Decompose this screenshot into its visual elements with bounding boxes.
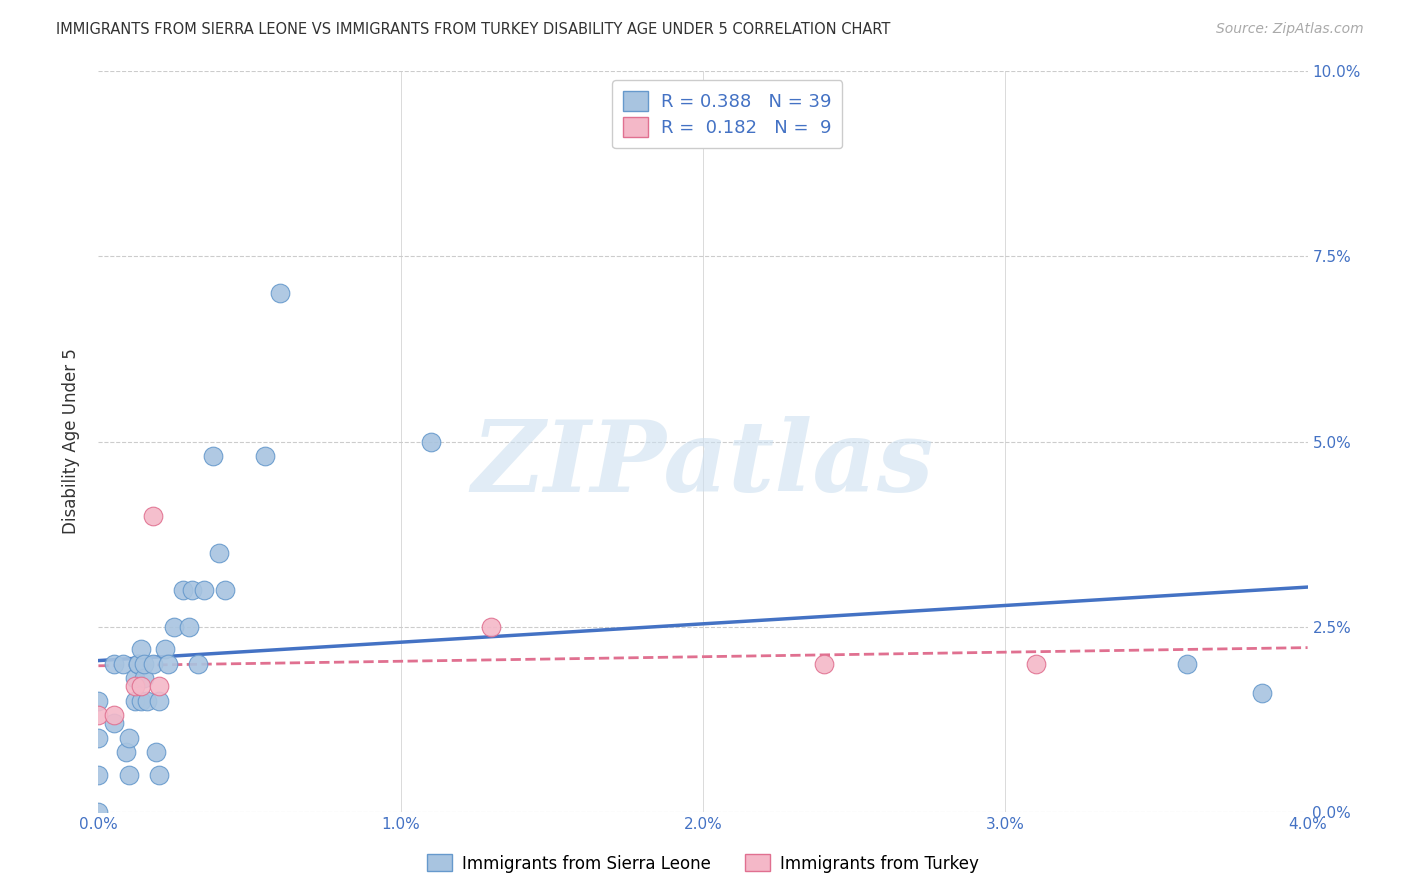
Point [481,619,503,633]
Point [124,672,146,686]
Text: IMMIGRANTS FROM SIERRA LEONE VS IMMIGRANTS FROM TURKEY DISABILITY AGE UNDER 5 CO: IMMIGRANTS FROM SIERRA LEONE VS IMMIGRAN… [56,22,890,37]
Point [269,286,291,301]
Point [103,657,125,671]
Point [124,694,146,708]
Point [1025,657,1047,671]
Point [420,434,443,449]
Point [187,657,209,671]
Point [145,746,167,760]
Point [148,767,170,781]
Y-axis label: Disability Age Under 5: Disability Age Under 5 [62,349,80,534]
Point [181,582,204,597]
Legend: R = 0.388   N = 39, R =  0.182   N =  9: R = 0.388 N = 39, R = 0.182 N = 9 [612,80,842,148]
Point [1251,686,1274,700]
Point [103,708,125,723]
Point [208,545,231,560]
Point [132,657,155,671]
Text: Source: ZipAtlas.com: Source: ZipAtlas.com [1216,22,1364,37]
Point [111,657,134,671]
Point [129,641,152,656]
Point [118,767,141,781]
Point [87,767,110,781]
Point [142,508,165,523]
Point [179,619,201,633]
Point [172,582,194,597]
Legend: Immigrants from Sierra Leone, Immigrants from Turkey: Immigrants from Sierra Leone, Immigrants… [420,847,986,880]
Point [148,679,170,693]
Point [127,657,149,671]
Point [124,679,146,693]
Point [156,657,179,671]
Point [118,731,141,745]
Point [87,708,110,723]
Point [202,450,225,464]
Text: ZIPatlas: ZIPatlas [472,416,934,512]
Point [129,679,152,693]
Point [87,694,110,708]
Point [153,641,176,656]
Point [214,582,236,597]
Point [193,582,215,597]
Point [127,657,149,671]
Point [87,805,110,819]
Point [163,619,186,633]
Point [253,450,276,464]
Point [1175,657,1198,671]
Point [148,694,170,708]
Point [132,672,155,686]
Point [87,731,110,745]
Point [135,694,157,708]
Point [142,657,165,671]
Point [813,657,835,671]
Point [114,746,136,760]
Point [103,715,125,730]
Point [129,694,152,708]
